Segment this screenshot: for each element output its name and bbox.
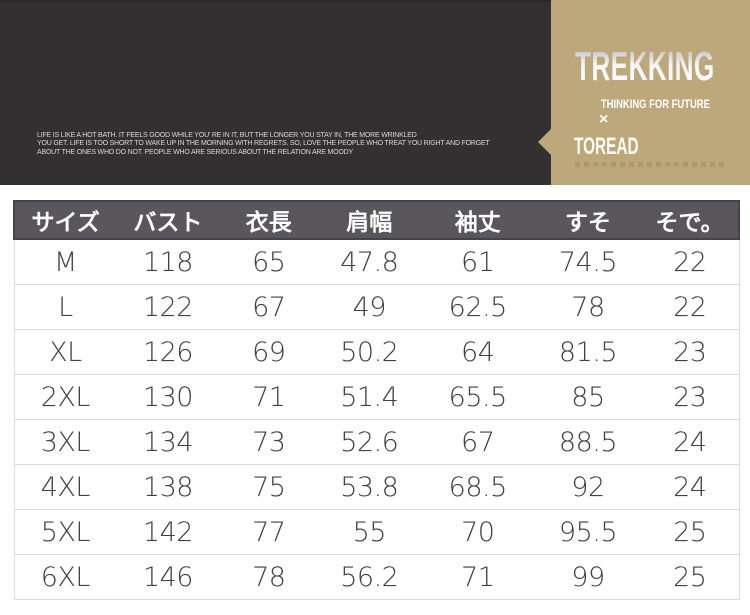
table-cell: 51.4: [317, 374, 421, 420]
table-cell: 134: [116, 419, 220, 465]
table-cell: 23: [641, 374, 740, 420]
table-cell: 146: [116, 554, 220, 600]
quote-line: YOU GET. LIFE IS TOO SHORT TO WAKE UP IN…: [37, 140, 490, 148]
table-cell: 69: [219, 329, 318, 375]
brand-subtitle: TOREAD: [574, 133, 639, 160]
table-cell: 25: [641, 509, 740, 555]
quote-line: ABOUT THE ONES WHO DO NOT. PEOPLE WHO AR…: [37, 148, 353, 156]
column-header: サイズ: [12, 200, 117, 240]
table-cell: 95.5: [534, 509, 642, 555]
column-header: バスト: [116, 200, 220, 240]
table-row: 3XL 134 73 52.6 67 88.5 24: [13, 419, 740, 465]
table-row: 6XL 146 78 56.2 71 99 25: [13, 554, 740, 600]
table-cell: 62.5: [420, 284, 535, 330]
table-cell: 53.8: [317, 464, 421, 510]
table-row: 4XL 138 75 53.8 68.5 92 24: [13, 464, 740, 510]
table-cell: 73: [219, 419, 318, 465]
table-cell: L: [13, 284, 117, 330]
table-cell: 3XL: [13, 419, 117, 465]
table-cell: 25: [641, 554, 740, 600]
table-row: M 118 65 47.8 61 74.5 22: [13, 239, 740, 285]
table-cell: 56.2: [317, 554, 421, 600]
table-cell: 61: [420, 239, 535, 285]
table-cell: 47.8: [317, 239, 421, 285]
table-cell: 2XL: [13, 374, 117, 420]
table-cell: 74.5: [534, 239, 642, 285]
table-cell: 75: [219, 464, 318, 510]
table-cell: 22: [641, 239, 740, 285]
brand-title: TREKKING: [575, 43, 715, 89]
table-cell: 50.2: [317, 329, 421, 375]
table-cell: 67: [219, 284, 318, 330]
table-cell: 67: [420, 419, 535, 465]
table-cell: 78: [534, 284, 642, 330]
multiply-symbol: ×: [599, 111, 609, 128]
banner-dark-panel: LIFE IS LIKE A HOT BATH. IT FEELS GOOD W…: [0, 0, 551, 185]
table-cell: 23: [641, 329, 740, 375]
table-cell: 71: [219, 374, 318, 420]
column-header: 袖丈: [420, 200, 535, 240]
table-cell: 85: [534, 374, 642, 420]
table-cell: 49: [317, 284, 421, 330]
table-cell: 99: [534, 554, 642, 600]
table-cell: 68.5: [420, 464, 535, 510]
faint-watermark-text: [575, 162, 725, 167]
table-cell: 71: [420, 554, 535, 600]
size-table-header-row: サイズ バスト 衣長 肩幅 袖丈 すそ そで。: [12, 200, 740, 240]
size-table-body: M 118 65 47.8 61 74.5 22 L 122 67 49 62.5 78 22 XL 126 6…: [13, 239, 740, 600]
table-cell: 77: [219, 509, 318, 555]
table-cell: 70: [420, 509, 535, 555]
table-cell: 55: [317, 509, 421, 555]
table-cell: 81.5: [534, 329, 642, 375]
size-table: サイズ バスト 衣長 肩幅 袖丈 すそ そで。 M 118 65 47.8 61 74.5 22 L 122…: [12, 200, 740, 600]
table-cell: 65.5: [420, 374, 535, 420]
table-cell: 64: [420, 329, 535, 375]
table-row: L 122 67 49 62.5 78 22: [13, 284, 740, 330]
table-row: 5XL 142 77 55 70 95.5 25: [13, 509, 740, 555]
quote-line: LIFE IS LIKE A HOT BATH. IT FEELS GOOD W…: [37, 132, 417, 139]
brand-tagline: THINKING FOR FUTURE: [601, 99, 710, 111]
table-cell: 78: [219, 554, 318, 600]
table-cell: XL: [13, 329, 117, 375]
table-cell: M: [13, 239, 117, 285]
size-table-head: サイズ バスト 衣長 肩幅 袖丈 すそ そで。: [12, 200, 740, 240]
table-cell: 24: [641, 464, 740, 510]
column-header: すそ: [534, 200, 642, 240]
table-cell: 130: [116, 374, 220, 420]
table-cell: 122: [116, 284, 220, 330]
table-cell: 92: [534, 464, 642, 510]
brand-panel: TREKKING THINKING FOR FUTURE × TOREAD: [538, 0, 750, 185]
column-header: そで。: [641, 200, 740, 240]
left-arrow-notch: [538, 129, 551, 155]
table-cell: 142: [116, 509, 220, 555]
column-header: 肩幅: [317, 200, 421, 240]
banner: LIFE IS LIKE A HOT BATH. IT FEELS GOOD W…: [0, 0, 750, 185]
table-row: 2XL 130 71 51.4 65.5 85 23: [13, 374, 740, 420]
table-cell: 88.5: [534, 419, 642, 465]
table-cell: 4XL: [13, 464, 117, 510]
table-cell: 22: [641, 284, 740, 330]
table-cell: 5XL: [13, 509, 117, 555]
table-row: XL 126 69 50.2 64 81.5 23: [13, 329, 740, 375]
table-cell: 126: [116, 329, 220, 375]
table-cell: 138: [116, 464, 220, 510]
column-header: 衣長: [219, 200, 318, 240]
table-cell: 6XL: [13, 554, 117, 600]
table-cell: 24: [641, 419, 740, 465]
table-cell: 65: [219, 239, 318, 285]
table-cell: 52.6: [317, 419, 421, 465]
table-cell: 118: [116, 239, 220, 285]
quote-text: LIFE IS LIKE A HOT BATH. IT FEELS GOOD W…: [37, 132, 490, 157]
